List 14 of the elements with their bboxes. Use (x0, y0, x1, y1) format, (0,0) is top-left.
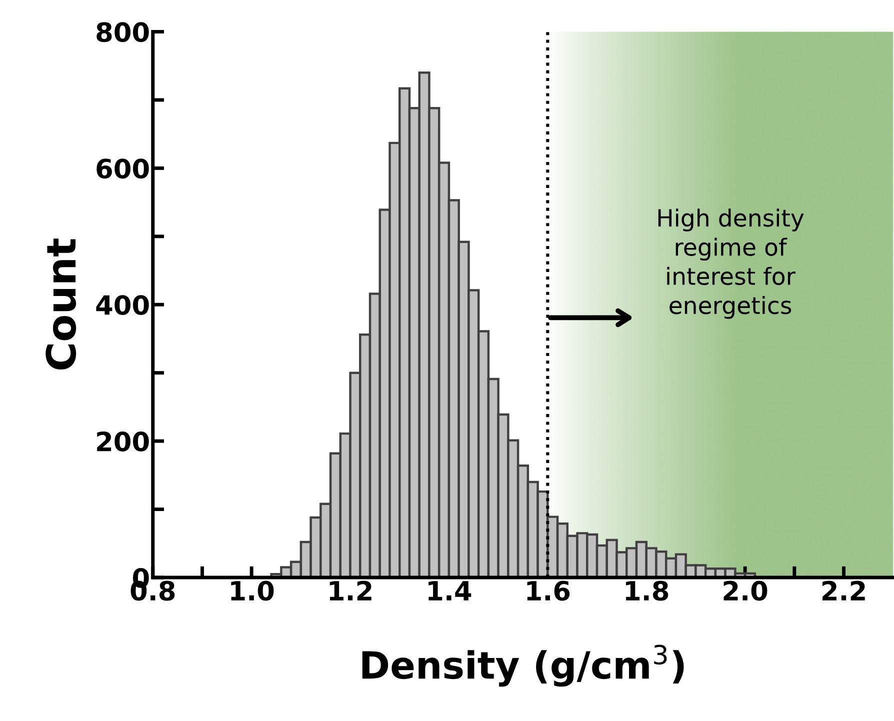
x-tick-label: 1.2 (330, 580, 372, 600)
x-tick-label: 2.2 (822, 580, 865, 600)
x-tick-label: 1.0 (231, 580, 274, 601)
y-axis-title: Count (46, 238, 76, 370)
x-tick-label: 1.8 (626, 580, 668, 601)
x-axis-title: Density (g/cm$^{3}$) (362, 644, 684, 687)
x-tick-label: 1.4 (428, 581, 472, 600)
y-tick-label: 200 (97, 432, 149, 452)
annotation: High density regime of interest for energetics (658, 208, 804, 319)
y-tick-label: 600 (96, 158, 149, 179)
y-tick-label: 800 (96, 22, 149, 42)
x-tick-label: 2.0 (724, 580, 768, 601)
x-tick-label: 1.6 (527, 580, 570, 601)
y-tick-label: 400 (96, 295, 149, 316)
